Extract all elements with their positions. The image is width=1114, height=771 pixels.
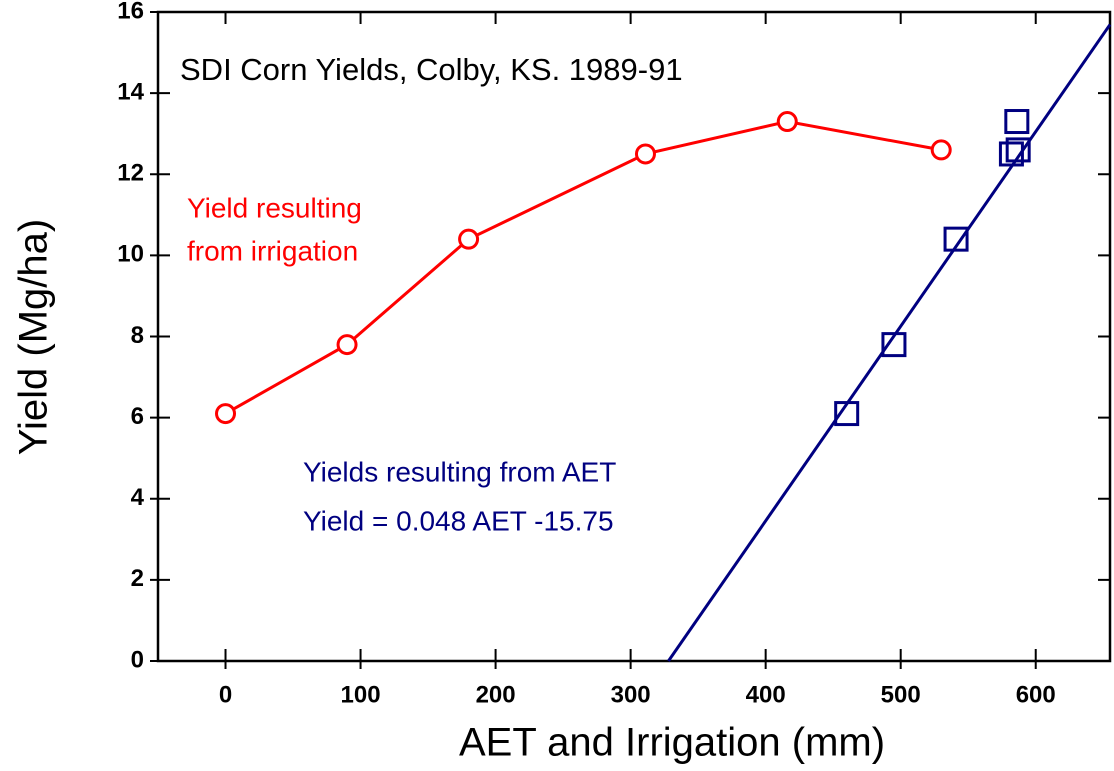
y-axis-label: Yield (Mg/ha) <box>12 219 56 455</box>
chart-title: SDI Corn Yields, Colby, KS. 1989-91 <box>180 52 683 87</box>
point <box>930 139 952 161</box>
point <box>943 226 969 252</box>
y-tick-label: 10 <box>117 241 144 268</box>
y-tick-label: 14 <box>117 78 144 105</box>
series-line <box>667 23 1112 662</box>
point <box>1004 109 1030 135</box>
x-tick-label: 400 <box>746 681 786 708</box>
plot-frame <box>156 10 1112 663</box>
x-tick-label: 500 <box>881 681 921 708</box>
x-tick-label: 0 <box>219 681 232 708</box>
point <box>776 111 798 133</box>
y-tick-label: 6 <box>131 403 144 430</box>
series-line <box>224 119 942 415</box>
annotation: Yield = 0.048 AET -15.75 <box>303 505 614 536</box>
annotation: Yields resulting from AET <box>303 456 616 487</box>
y-tick-label: 2 <box>131 565 144 592</box>
point <box>634 143 656 165</box>
x-axis-label: AET and Irrigation (mm) <box>459 721 885 765</box>
annotation: Yield resulting <box>187 192 362 223</box>
y-tick-label: 0 <box>131 646 144 673</box>
x-tick-label: 600 <box>1016 681 1056 708</box>
y-tick-label: 8 <box>131 322 144 349</box>
x-tick-label: 200 <box>476 681 516 708</box>
point <box>215 403 237 425</box>
x-tick-label: 300 <box>611 681 651 708</box>
x-tick-label: 100 <box>341 681 381 708</box>
y-tick-label: 16 <box>117 0 144 24</box>
point <box>458 228 480 250</box>
y-tick-label: 12 <box>117 160 144 187</box>
y-tick-label: 4 <box>131 484 145 511</box>
annotation: from irrigation <box>187 235 358 266</box>
point <box>336 334 358 356</box>
point <box>1005 137 1031 163</box>
